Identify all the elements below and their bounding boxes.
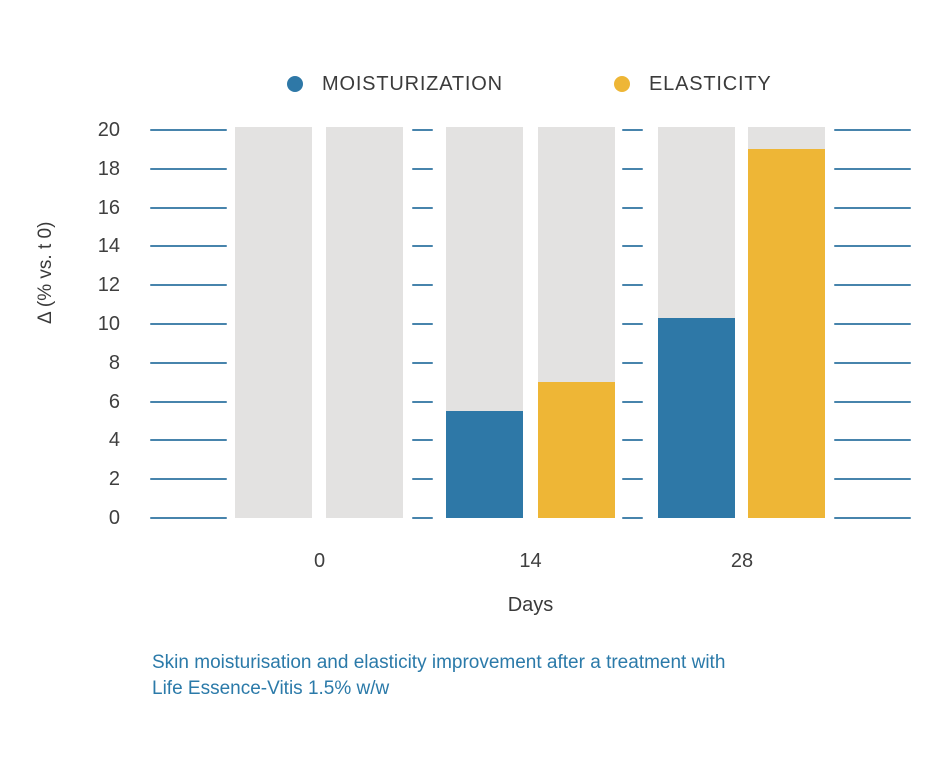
x-axis-ticks: 0 14 28 (150, 548, 911, 574)
gridline-dash (622, 361, 643, 364)
x-axis-title: Days (507, 594, 554, 616)
chart-caption: Skin moisturisation and elasticity impro… (152, 650, 872, 702)
legend-label-elasticity: ELASTICITY (649, 72, 772, 95)
x-tick-label: 28 (730, 550, 754, 572)
plot-area (150, 127, 911, 519)
gridline-dash (412, 245, 433, 248)
elasticity-bar (748, 149, 825, 518)
y-tick-label: 18 (97, 157, 120, 180)
gridline-dash (834, 167, 911, 170)
gridline-dash (150, 245, 227, 248)
x-tick-label: 14 (519, 550, 542, 572)
gridline-dash (622, 245, 643, 248)
background-bar (235, 127, 312, 518)
gridline-dash (150, 206, 227, 209)
gridline-dash (622, 284, 643, 287)
gridline-dash (150, 129, 227, 131)
gridline-dash (834, 129, 911, 131)
gridline-dash (412, 167, 433, 170)
gridline-dash (834, 478, 911, 481)
gridline-dash (150, 478, 227, 481)
gridline-dash (622, 439, 643, 442)
gridline-dash (622, 323, 643, 325)
gridline-dash (150, 361, 227, 364)
gridline-dash (412, 129, 433, 131)
gridline-dash (622, 400, 643, 403)
elasticity-bar (538, 382, 615, 518)
gridline-dash (834, 361, 911, 364)
gridline-dash (834, 284, 911, 287)
y-tick-label: 6 (108, 390, 120, 413)
caption-line-2: Life Essence-Vitis 1.5% w/w (152, 678, 390, 699)
y-tick-label: 20 (97, 119, 120, 141)
legend-item-moisturization: MOISTURIZATION (287, 72, 503, 96)
gridline-dash (150, 323, 227, 325)
gridline-dash (834, 245, 911, 248)
gridline-dash (412, 323, 433, 325)
y-tick-label: 16 (97, 196, 120, 219)
y-axis-ticks: 0 2 4 6 8 10 12 14 16 18 20 (50, 119, 120, 529)
gridline-dash (412, 361, 433, 364)
y-tick-label: 4 (108, 429, 120, 452)
gridline-dash (412, 478, 433, 481)
moisturization-bar (658, 318, 735, 518)
gridline-dash (834, 323, 911, 325)
x-tick-label: 0 (313, 550, 326, 572)
y-tick-label: 2 (108, 468, 120, 491)
moisturization-dot-icon (287, 76, 303, 92)
y-tick-label: 14 (97, 235, 120, 258)
gridline-dash (622, 167, 643, 170)
gridline-dash (150, 439, 227, 442)
y-tick-label: 8 (108, 351, 120, 374)
gridline-dash (622, 517, 643, 519)
gridline-dash (150, 284, 227, 287)
legend-label-moisturization: MOISTURIZATION (322, 72, 503, 95)
y-tick-label: 0 (108, 507, 120, 529)
legend-item-elasticity: ELASTICITY (614, 72, 771, 96)
caption-line-1: Skin moisturisation and elasticity impro… (152, 652, 726, 673)
gridline-dash (150, 400, 227, 403)
background-bar (326, 127, 403, 518)
gridline-dash (622, 206, 643, 209)
y-tick-label: 10 (97, 313, 120, 335)
gridline-dash (622, 129, 643, 131)
gridline-dash (834, 517, 911, 519)
gridline-dash (834, 400, 911, 403)
gridline-dash (412, 439, 433, 442)
gridline-dash (412, 400, 433, 403)
gridline-dash (622, 478, 643, 481)
elasticity-dot-icon (614, 76, 630, 92)
gridline-dash (150, 167, 227, 170)
moisturization-bar (446, 411, 523, 518)
gridline-dash (834, 206, 911, 209)
y-tick-label: 12 (97, 274, 120, 297)
gridline-dash (150, 517, 227, 519)
gridline-dash (412, 517, 433, 519)
gridline-dash (412, 284, 433, 287)
gridline-dash (412, 206, 433, 209)
gridline-dash (834, 439, 911, 442)
